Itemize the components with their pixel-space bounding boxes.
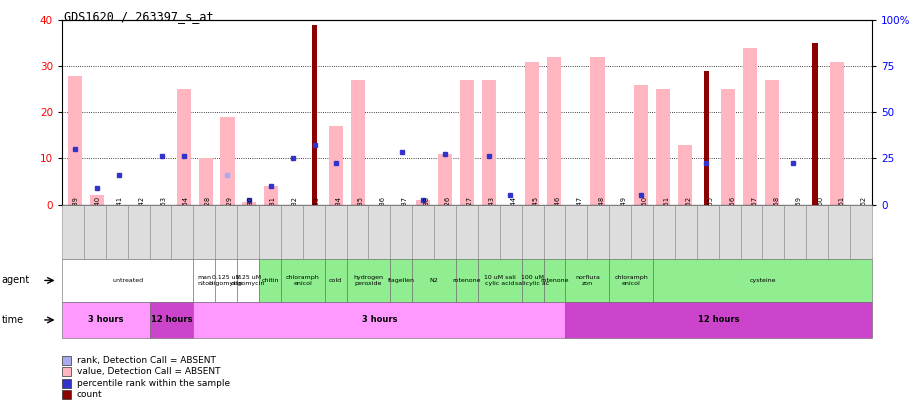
Text: GSM85634: GSM85634 [335,196,342,232]
Text: GSM85630: GSM85630 [248,196,254,232]
Text: value, Detection Call = ABSENT: value, Detection Call = ABSENT [77,367,220,376]
Text: N2: N2 [429,278,438,283]
Text: GSM85662: GSM85662 [860,196,866,232]
Text: GSM85646: GSM85646 [554,196,560,232]
Text: 12 hours: 12 hours [150,315,192,324]
Text: cysteine: cysteine [748,278,775,283]
Text: rank, Detection Call = ABSENT: rank, Detection Call = ABSENT [77,356,215,365]
Text: hydrogen
peroxide: hydrogen peroxide [353,275,383,286]
Bar [351,80,364,205]
Bar [220,117,234,205]
Text: GSM85628: GSM85628 [204,196,210,232]
Text: chloramph
enicol: chloramph enicol [285,275,320,286]
Text: GSM85637: GSM85637 [401,196,407,232]
Bar [721,90,734,205]
Bar [199,158,212,205]
Text: GSM85638: GSM85638 [423,196,429,232]
Text: GSM85656: GSM85656 [729,196,735,232]
Text: GSM85660: GSM85660 [816,196,823,232]
Text: GSM85639: GSM85639 [73,196,79,232]
Text: GSM85651: GSM85651 [663,196,670,232]
Text: chitin: chitin [261,278,279,283]
Text: GSM85647: GSM85647 [576,196,582,232]
Text: 1.25 uM
oligomycin: 1.25 uM oligomycin [230,275,265,286]
Text: rotenone: rotenone [539,278,568,283]
Bar [242,202,256,205]
Bar [589,57,604,205]
Text: GSM85641: GSM85641 [117,196,123,232]
Text: GSM85658: GSM85658 [773,196,779,232]
Bar [312,25,317,205]
Bar [763,80,778,205]
Text: GSM85657: GSM85657 [751,196,757,232]
Text: GSM85661: GSM85661 [838,196,844,232]
Text: man
nitol: man nitol [197,275,211,286]
Text: GSM85655: GSM85655 [707,196,713,232]
Text: GSM85649: GSM85649 [619,196,626,232]
Text: 100 uM
salicylic ac: 100 uM salicylic ac [515,275,549,286]
Text: GSM85633: GSM85633 [313,196,320,232]
Text: GSM85654: GSM85654 [182,196,189,232]
Text: GSM85627: GSM85627 [466,196,473,232]
Text: percentile rank within the sample: percentile rank within the sample [77,379,230,388]
Text: 3 hours: 3 hours [88,315,123,324]
Text: GSM85635: GSM85635 [357,196,363,232]
Text: norflura
zon: norflura zon [574,275,599,286]
Text: GSM85640: GSM85640 [95,196,101,232]
Bar [459,80,474,205]
Bar [829,62,844,205]
Text: untreated: untreated [112,278,143,283]
Bar [742,48,756,205]
Text: GSM85648: GSM85648 [598,196,604,232]
Text: GSM85626: GSM85626 [445,196,451,232]
Bar [415,200,430,205]
Text: rotenone: rotenone [452,278,481,283]
Text: GSM85652: GSM85652 [685,196,691,232]
Text: count: count [77,390,102,399]
Text: GSM85632: GSM85632 [292,196,298,232]
Text: 12 hours: 12 hours [697,315,739,324]
Text: flagellen: flagellen [387,278,415,283]
Bar [89,195,104,205]
Text: chloramph
enicol: chloramph enicol [613,275,648,286]
Bar [437,154,452,205]
Text: GSM85643: GSM85643 [488,196,495,232]
Text: GSM85659: GSM85659 [794,196,801,232]
Bar [702,71,709,205]
Text: agent: agent [2,275,30,286]
Text: GSM85653: GSM85653 [160,196,167,232]
Bar [177,90,190,205]
Text: GSM85650: GSM85650 [641,196,648,232]
Text: GSM85644: GSM85644 [510,196,517,232]
Text: time: time [2,315,24,325]
Text: GSM85642: GSM85642 [138,196,145,232]
Text: GSM85629: GSM85629 [226,196,232,232]
Bar [812,43,817,205]
Text: GDS1620 / 263397_s_at: GDS1620 / 263397_s_at [64,10,213,23]
Bar [655,90,670,205]
Text: GSM85645: GSM85645 [532,196,538,232]
Text: 10 uM sali
cylic acid: 10 uM sali cylic acid [484,275,515,286]
Text: GSM85631: GSM85631 [270,196,276,232]
Bar [68,76,82,205]
Bar [633,85,648,205]
Text: 0.125 uM
oligomycin: 0.125 uM oligomycin [209,275,243,286]
Text: GSM85636: GSM85636 [379,196,385,232]
Bar [677,145,691,205]
Bar [547,57,560,205]
Bar [263,186,278,205]
Bar [481,80,496,205]
Text: cold: cold [329,278,342,283]
Bar [329,126,343,205]
Text: 3 hours: 3 hours [362,315,396,324]
Bar [525,62,538,205]
